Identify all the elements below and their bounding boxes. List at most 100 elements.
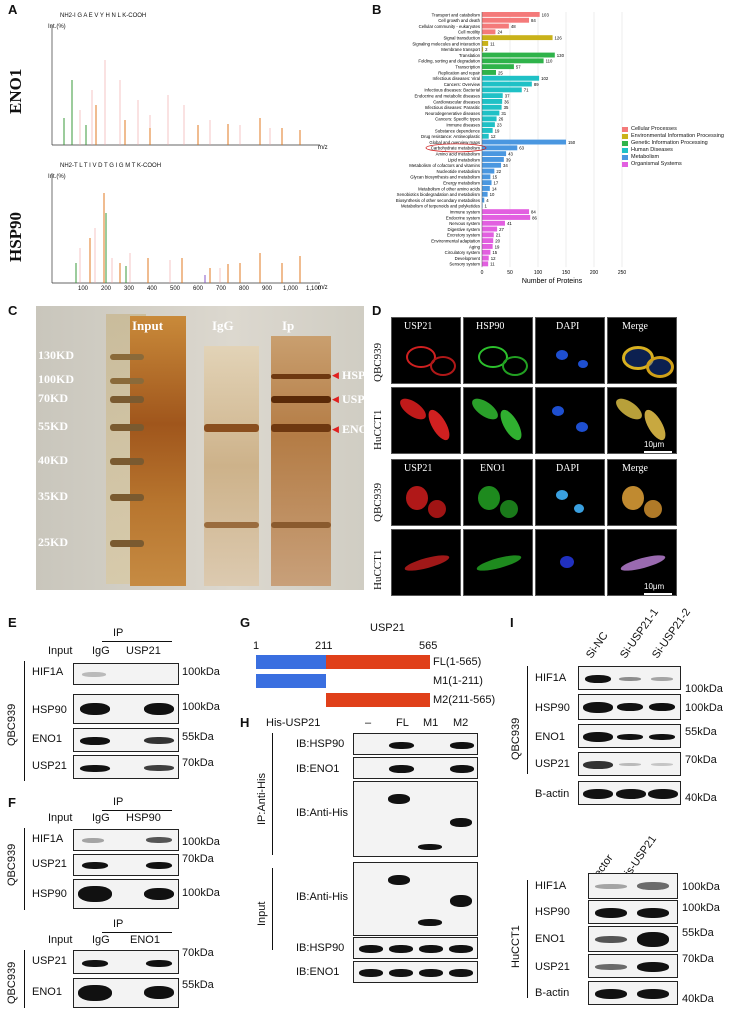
band: [389, 742, 414, 749]
legend-item: Metabolism: [622, 154, 738, 160]
bracket: [24, 950, 29, 1008]
nucleus: [556, 350, 568, 360]
blot-bactin-i2: [588, 981, 678, 1005]
x-tick-label: 150: [562, 270, 571, 276]
bar: [482, 128, 493, 133]
blot-row-label: IB:ENO1: [296, 966, 340, 978]
band: [583, 761, 613, 769]
mw-marker: 25KD: [38, 535, 68, 549]
value-label: 11: [490, 41, 495, 46]
value-label: 11: [490, 262, 495, 267]
kda-label: 55kDa: [685, 726, 717, 738]
blot-row-label: USP21: [32, 858, 67, 870]
blot-hsp90-i: [578, 694, 681, 720]
if-dapi-hucct1: [535, 387, 605, 454]
kda-label: 100kDa: [182, 836, 220, 848]
band: [82, 862, 108, 869]
x-tick: 400: [147, 286, 158, 292]
bar: [482, 168, 495, 174]
if-merge-hucct1: 10μm: [607, 387, 677, 454]
kda-label: 55kDa: [182, 979, 214, 991]
hsp90-y-unit: Int.(%): [48, 174, 66, 180]
value-label: 84: [531, 210, 536, 215]
band: [585, 675, 611, 683]
band: [419, 969, 443, 977]
nucleus: [560, 556, 574, 568]
m2-domain: [326, 693, 430, 707]
bar: [482, 209, 530, 215]
kda-label: 100kDa: [685, 702, 723, 714]
pos-565: 565: [419, 640, 438, 652]
cell-label-qbc939-e: QBC939: [6, 690, 20, 750]
blot-ib-eno1-input: [353, 961, 478, 983]
if-eno1-qbc939: ENO1: [463, 459, 533, 526]
band: [637, 932, 669, 947]
lane-label-igg: IgG: [212, 318, 234, 333]
bracket: [272, 868, 276, 950]
bar: [482, 139, 566, 145]
blot-eno1-i: [578, 724, 681, 748]
kda-label: 55kDa: [682, 927, 714, 939]
mw-marker: 130KD: [38, 348, 74, 362]
arrow-icon: ◀: [332, 394, 339, 404]
value-label: 102: [541, 76, 549, 81]
col-m2: M2: [453, 717, 469, 729]
if-merge-qbc939-b: Merge: [607, 459, 677, 526]
legend-swatch: [622, 140, 628, 146]
cell-shape: [430, 356, 456, 376]
fl-n-domain: [256, 655, 326, 669]
band: [146, 837, 172, 843]
blot-usp21-i: [578, 752, 681, 776]
legend-item: Cellular Processes: [622, 126, 738, 132]
blot-ib-hsp90-input: [353, 937, 478, 959]
cell-label-text: QBC939: [6, 703, 18, 746]
bar: [482, 244, 493, 249]
if-hsp90-qbc939: HSP90: [463, 317, 533, 384]
blot-row-label: HIF1A: [535, 672, 567, 684]
row-label-qbc939-top: QBC939: [372, 330, 388, 390]
blot-row-label: B-actin: [535, 987, 570, 999]
kegg-bar-chart: 0 50 100 150 200 250 Transport and catabolism 1…: [396, 12, 626, 285]
category-label: Cell motility: [458, 30, 481, 35]
cell-label-hucct1-i: HuCCT1: [510, 910, 524, 990]
blot-ib-anti-his-ip: [353, 781, 478, 857]
category-label: Metabolism of cofactors and vitamins: [409, 163, 480, 168]
col-neg: –: [365, 717, 372, 729]
legend-swatch: [622, 147, 628, 153]
col-fl: FL: [396, 717, 409, 729]
legend-swatch: [622, 133, 628, 139]
category-label: Immune diseases: [446, 123, 480, 128]
bar: [482, 197, 485, 203]
nucleus: [576, 422, 588, 432]
ip-light-band: [271, 522, 331, 528]
blot-row-label: HIF1A: [32, 833, 64, 845]
hsp90-x-unit: m/z: [318, 285, 328, 291]
value-label: 12: [491, 134, 496, 139]
ip-header: IP: [113, 796, 124, 808]
if-col-label: Merge: [622, 321, 648, 332]
ip-underline: [102, 641, 172, 642]
band: [144, 986, 174, 999]
value-label: 89: [534, 82, 539, 87]
bar: [482, 46, 484, 52]
igg-heavy-chain-band: [204, 424, 259, 432]
bar: [482, 110, 500, 116]
band: [616, 789, 646, 799]
value-label: 21: [496, 233, 501, 238]
ip-usp21-band: [271, 396, 331, 403]
band: [595, 884, 627, 889]
blot-bactin-i: [578, 781, 681, 805]
bar: [482, 64, 514, 70]
blot-row-label: ENO1: [535, 933, 565, 945]
blot-eno1-e: [73, 728, 179, 752]
cell-shape: [396, 394, 430, 424]
category-label: Endocrine and metabolic diseases: [415, 94, 480, 99]
category-label: Development: [455, 256, 481, 261]
category-label: Aging: [469, 244, 481, 249]
blot-row-label: IB:HSP90: [296, 942, 345, 954]
if-merge-hucct1-b: 10μm: [607, 529, 677, 596]
kda-label: 100kDa: [182, 666, 220, 678]
legend-label: Cellular Processes: [631, 126, 677, 132]
if-eno1-hucct1: [463, 529, 533, 596]
row-label-hucct1-top: HuCCT1: [372, 398, 388, 458]
